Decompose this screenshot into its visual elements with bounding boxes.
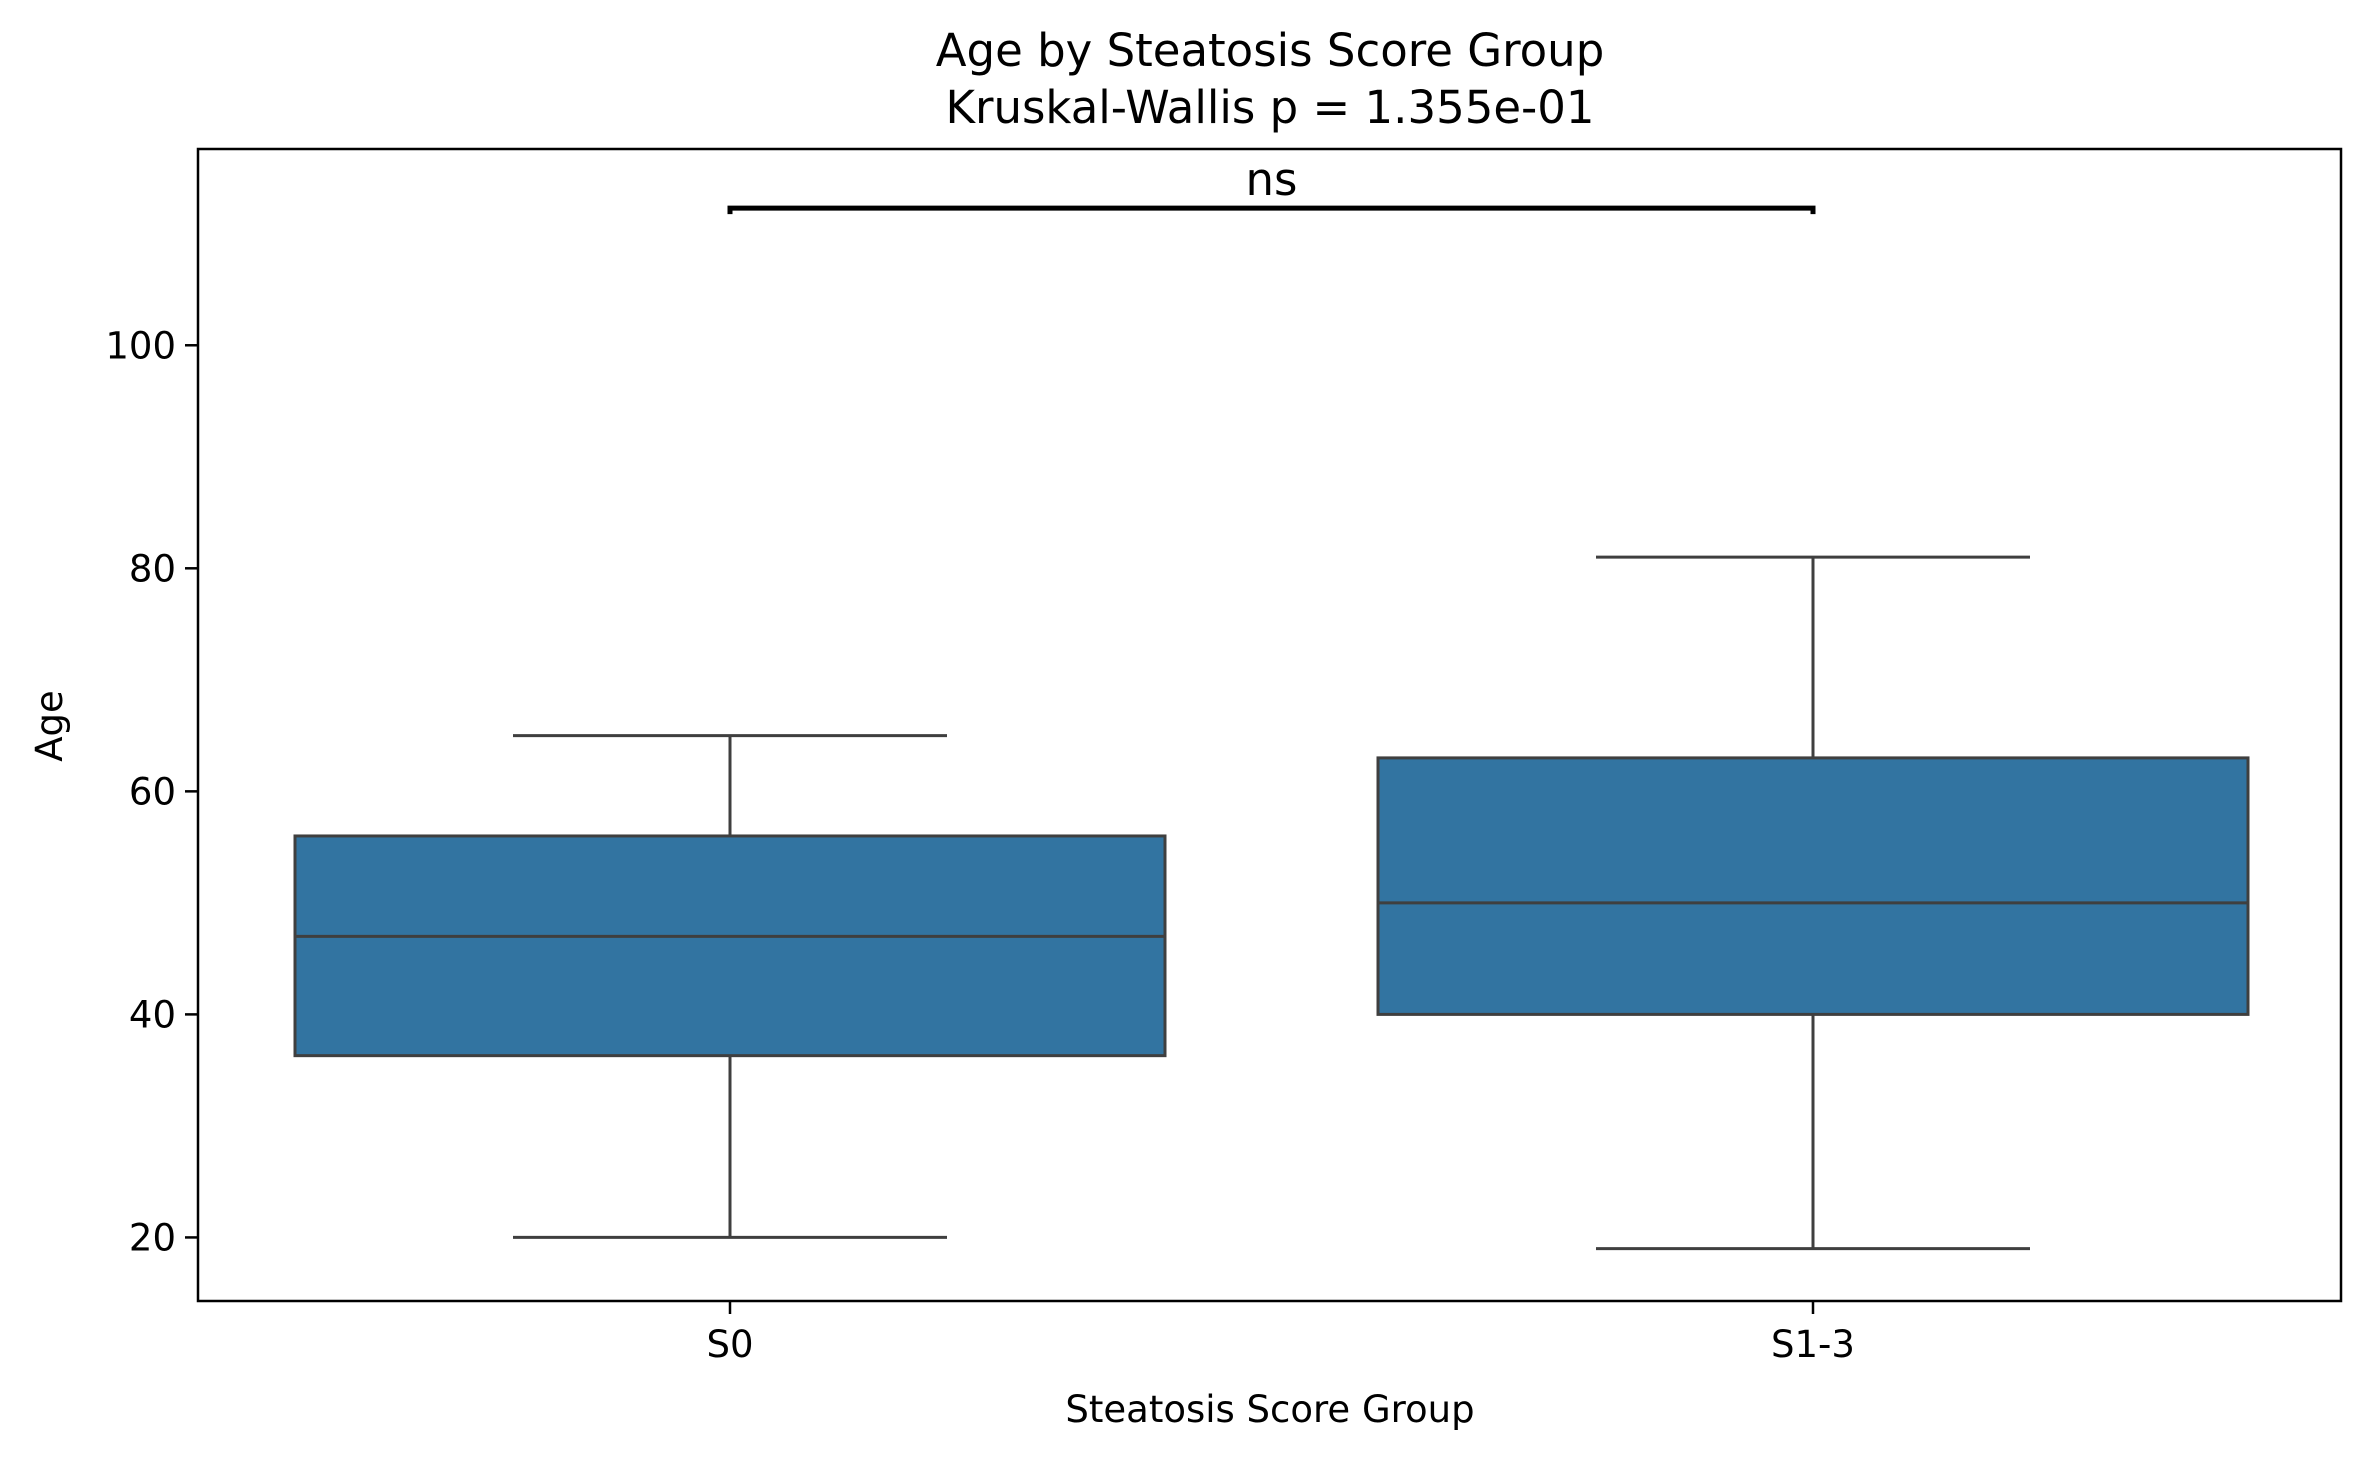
axes-frame [196, 147, 2343, 1303]
box-group [293, 734, 1167, 1239]
chart-title: Age by Steatosis Score Group [936, 24, 1605, 77]
y-axis-label: Age [28, 690, 71, 762]
iqr-box [1376, 756, 2250, 1016]
y-tick-label: 60 [129, 770, 176, 813]
chart-subtitle: Kruskal-Wallis p = 1.355e-01 [945, 81, 1594, 134]
iqr-box [293, 834, 1167, 1058]
y-tick-label: 20 [129, 1216, 176, 1259]
y-tick-label: 80 [129, 547, 176, 590]
x-tick-label: S0 [706, 1323, 753, 1366]
significance-label: ns [1246, 153, 1298, 206]
y-tick-label: 40 [129, 993, 176, 1036]
box-group [1376, 555, 2250, 1251]
x-axis-label: Steatosis Score Group [1065, 1388, 1474, 1431]
x-tick-label: S1-3 [1771, 1323, 1855, 1366]
y-tick-label: 100 [105, 324, 176, 367]
plot-area: S0 S1-3 20 40 60 80 100 ns [105, 153, 2250, 1366]
significance-bracket [727, 205, 1816, 215]
